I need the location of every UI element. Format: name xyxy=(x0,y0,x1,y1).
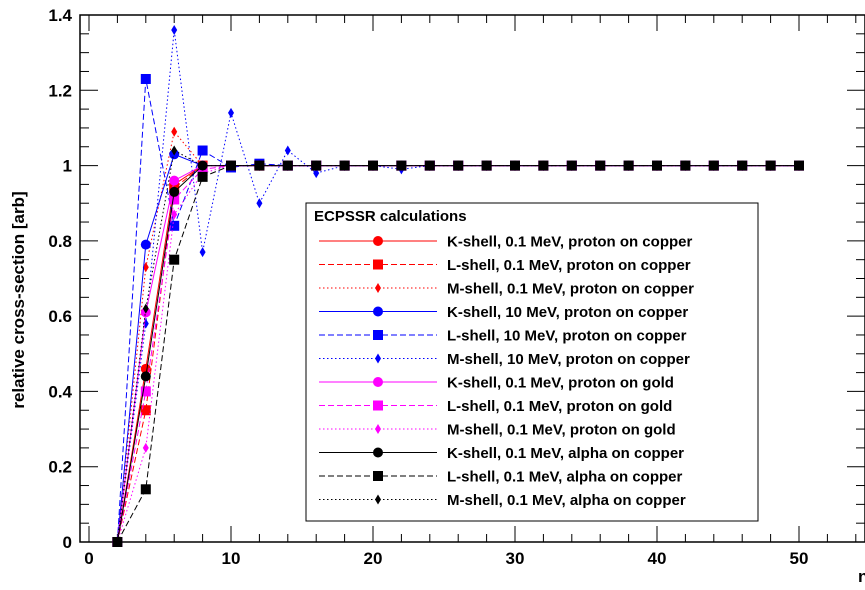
data-point xyxy=(739,160,746,171)
data-point xyxy=(767,160,774,171)
x-tick-label: 30 xyxy=(506,549,525,568)
data-point xyxy=(540,160,547,171)
data-point xyxy=(140,405,151,416)
legend-marker xyxy=(375,283,381,293)
x-axis-label: n xyxy=(858,567,865,586)
x-tick-label: 50 xyxy=(790,549,809,568)
legend-label: K-shell, 0.1 MeV, proton on gold xyxy=(447,375,674,392)
data-point xyxy=(169,194,180,205)
x-tick-label: 20 xyxy=(364,549,383,568)
data-point xyxy=(199,160,206,171)
data-point xyxy=(199,247,206,258)
data-point xyxy=(625,160,632,171)
legend-marker xyxy=(373,447,383,458)
legend-label: K-shell, 0.1 MeV, alpha on copper xyxy=(447,445,684,462)
data-point xyxy=(169,254,180,265)
legend-label: L-shell, 0.1 MeV, alpha on copper xyxy=(447,469,683,486)
data-point xyxy=(197,171,208,182)
legend-label: M-shell, 0.1 MeV, alpha on copper xyxy=(447,492,686,509)
data-point xyxy=(171,209,178,220)
data-point xyxy=(654,160,660,171)
data-point xyxy=(228,160,234,171)
data-point xyxy=(284,145,291,156)
data-point xyxy=(142,303,149,314)
data-point xyxy=(169,175,180,186)
legend-marker xyxy=(375,353,381,364)
y-tick-label: 0.2 xyxy=(48,458,72,477)
data-point xyxy=(426,160,433,171)
data-point xyxy=(228,107,234,118)
legend-marker xyxy=(375,424,381,434)
x-tick-label: 40 xyxy=(648,549,667,568)
data-point xyxy=(140,484,151,495)
legend-label: M-shell, 0.1 MeV, proton on copper xyxy=(447,281,694,298)
data-point xyxy=(512,160,518,171)
data-point xyxy=(568,160,575,171)
data-point xyxy=(256,198,263,209)
y-tick-label: 0.8 xyxy=(48,232,72,251)
legend: ECPSSR calculations K-shell, 0.1 MeV, pro… xyxy=(305,202,759,522)
data-point xyxy=(169,220,180,231)
data-point xyxy=(171,126,178,137)
data-point xyxy=(142,442,149,453)
series-layer xyxy=(112,25,804,547)
data-point xyxy=(140,371,151,382)
data-point xyxy=(114,537,121,547)
y-tick-label: 1.2 xyxy=(48,81,72,100)
data-point xyxy=(171,25,178,36)
data-point xyxy=(140,386,151,397)
legend-label: L-shell, 10 MeV, proton on copper xyxy=(447,328,687,345)
data-point xyxy=(341,160,348,171)
data-point xyxy=(313,160,320,171)
legend-marker xyxy=(375,494,381,505)
y-axis-label: relative cross-section [arb] xyxy=(9,191,28,408)
data-point xyxy=(597,160,604,171)
data-point xyxy=(171,145,178,156)
x-tick-label: 0 xyxy=(84,549,93,568)
legend-label: L-shell, 0.1 MeV, proton on copper xyxy=(447,257,691,274)
legend-marker xyxy=(373,400,383,411)
y-tick-label: 1 xyxy=(63,157,72,176)
legend-label: K-shell, 0.1 MeV, proton on copper xyxy=(447,234,692,251)
data-point xyxy=(796,160,802,171)
data-point xyxy=(398,160,405,171)
data-point xyxy=(140,239,151,250)
legend-marker xyxy=(373,330,383,340)
data-point xyxy=(169,186,180,197)
y-tick-label: 1.4 xyxy=(48,6,72,25)
data-point xyxy=(483,160,490,171)
data-point xyxy=(370,160,376,171)
legend-marker xyxy=(373,259,383,270)
legend-label: L-shell, 0.1 MeV, proton on gold xyxy=(447,398,672,415)
legend-label: M-shell, 10 MeV, proton on copper xyxy=(447,351,690,368)
legend-marker xyxy=(373,236,383,246)
data-point xyxy=(140,73,151,84)
data-point xyxy=(710,160,717,171)
legend-box xyxy=(305,202,759,522)
data-point xyxy=(284,160,291,171)
legend-title: ECPSSR calculations xyxy=(314,208,467,225)
data-point xyxy=(256,160,263,171)
data-point xyxy=(313,168,320,179)
data-point xyxy=(682,160,689,171)
legend-marker xyxy=(373,471,383,481)
legend-marker xyxy=(373,377,383,387)
legend-marker xyxy=(373,306,383,317)
data-point xyxy=(197,145,208,156)
y-tick-label: 0 xyxy=(63,533,72,552)
legend-label: K-shell, 10 MeV, proton on copper xyxy=(447,304,688,321)
legend-label: M-shell, 0.1 MeV, proton on gold xyxy=(447,422,676,439)
series-12 xyxy=(114,145,802,547)
data-point xyxy=(455,160,462,171)
x-tick-label: 10 xyxy=(222,549,241,568)
y-tick-label: 0.4 xyxy=(48,382,72,401)
axes: 0 0.2 0.4 0.6 0.8 1 1.2 1.4 0 10 20 30 40 50 xyxy=(48,6,865,568)
y-tick-label: 0.6 xyxy=(48,307,72,326)
